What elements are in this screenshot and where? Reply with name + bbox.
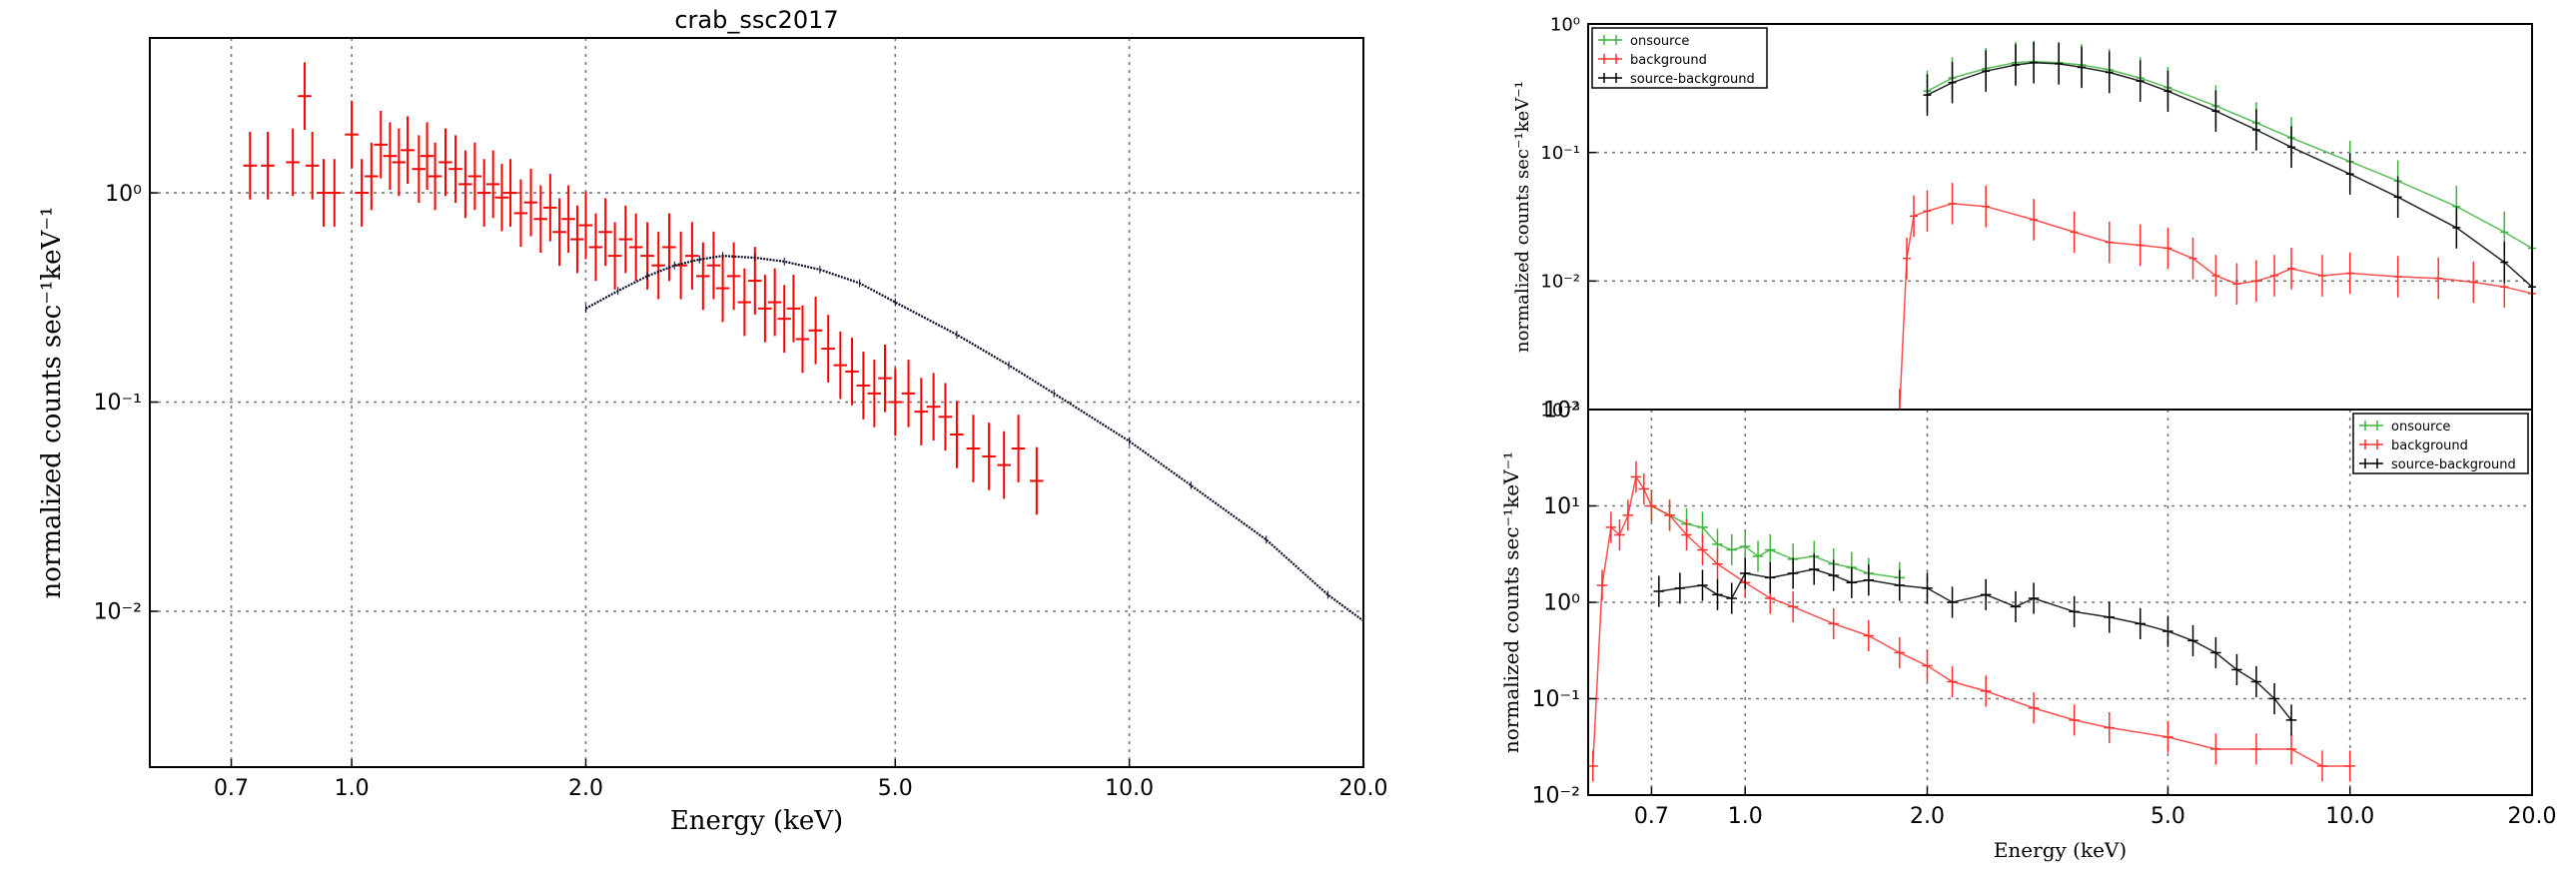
main-spectrum-panel: 0.7 1.0 2.0 5.0 10.0 20.0 10⁻² 10⁻¹ 10⁰ crab_ssc2… <box>37 6 1387 836</box>
y-tick-label: 10⁻² <box>94 600 142 625</box>
data-series-line <box>1927 61 2533 288</box>
chart-title: crab_ssc2017 <box>674 6 838 34</box>
x-axis-label: Energy (keV) <box>1994 838 2127 862</box>
y-tick-label: 10⁰ <box>1550 14 1580 35</box>
legend-label: onsource <box>1630 34 1689 49</box>
y-tick-label: 10⁻² <box>1532 784 1580 809</box>
series-2 <box>1653 553 2297 736</box>
data-series-line <box>1651 504 1900 579</box>
x-tick-label: 20.0 <box>1339 776 1388 801</box>
right-bottom-spectrum-panel: 0.7 1.0 2.0 5.0 10.0 20.0 10⁻² 10⁻¹ 10⁰ 10¹ 10² Ene… <box>1499 399 2556 862</box>
series-0 <box>243 62 1044 515</box>
x-tick-label: 0.7 <box>1634 804 1669 829</box>
legend: onsource background source-background <box>2352 413 2529 474</box>
legend-label: background <box>2391 438 2468 453</box>
y-tick-label: 10⁻³ <box>1540 400 1580 421</box>
data-series-line <box>1927 60 2533 250</box>
y-tick-label: 10⁻¹ <box>94 391 142 416</box>
legend-entry: onsource <box>1598 34 1689 49</box>
legend-entry: source-background <box>2359 457 2516 472</box>
data-step-line <box>584 254 1364 622</box>
x-tick-label: 5.0 <box>2150 804 2185 829</box>
legend-entry: background <box>2359 438 2468 453</box>
y-axis-label: normalized counts sec⁻¹keV⁻¹ <box>1499 451 1523 753</box>
legend: onsource background source-background <box>1591 27 1768 89</box>
legend-entry: onsource <box>2359 420 2450 435</box>
y-tick-label: 10⁰ <box>1543 591 1580 616</box>
legend-label: background <box>1630 53 1707 68</box>
x-tick-label: 1.0 <box>1728 804 1763 829</box>
legend-label: source-background <box>2391 457 2516 472</box>
y-tick-label: 10¹ <box>1543 494 1580 519</box>
series-1 <box>584 252 1364 625</box>
legend-label: onsource <box>2391 420 2450 435</box>
y-tick-label: 10² <box>1543 399 1580 424</box>
series-1 <box>1587 460 2355 782</box>
y-tick-label: 10⁻¹ <box>1532 687 1580 712</box>
x-tick-label: 2.0 <box>1910 804 1945 829</box>
series-2 <box>1923 41 2536 308</box>
x-axis-label: Energy (keV) <box>670 806 843 836</box>
x-tick-label: 20.0 <box>2508 804 2557 829</box>
x-tick-label: 0.7 <box>214 776 249 801</box>
y-tick-label: 10⁻¹ <box>1540 143 1580 164</box>
data-series-line <box>1658 568 2292 721</box>
x-tick-label: 10.0 <box>2325 804 2374 829</box>
y-axis-label: normalized counts sec⁻¹keV⁻¹ <box>37 207 67 599</box>
data-series-line <box>1899 203 2533 411</box>
y-axis-label: normalized counts sec⁻¹keV⁻¹ <box>1512 81 1533 353</box>
legend-entry: source-background <box>1598 72 1755 87</box>
y-tick-label: 10⁻² <box>1540 272 1580 293</box>
x-tick-label: 1.0 <box>335 776 370 801</box>
legend-label: source-background <box>1630 72 1755 87</box>
x-tick-label: 5.0 <box>878 776 913 801</box>
data-series-line <box>1591 474 2350 767</box>
x-tick-label: 2.0 <box>568 776 603 801</box>
legend-entry: background <box>1598 53 1707 68</box>
x-tick-label: 10.0 <box>1105 776 1154 801</box>
y-tick-label: 10⁰ <box>105 182 142 207</box>
series-1 <box>1895 183 2536 411</box>
